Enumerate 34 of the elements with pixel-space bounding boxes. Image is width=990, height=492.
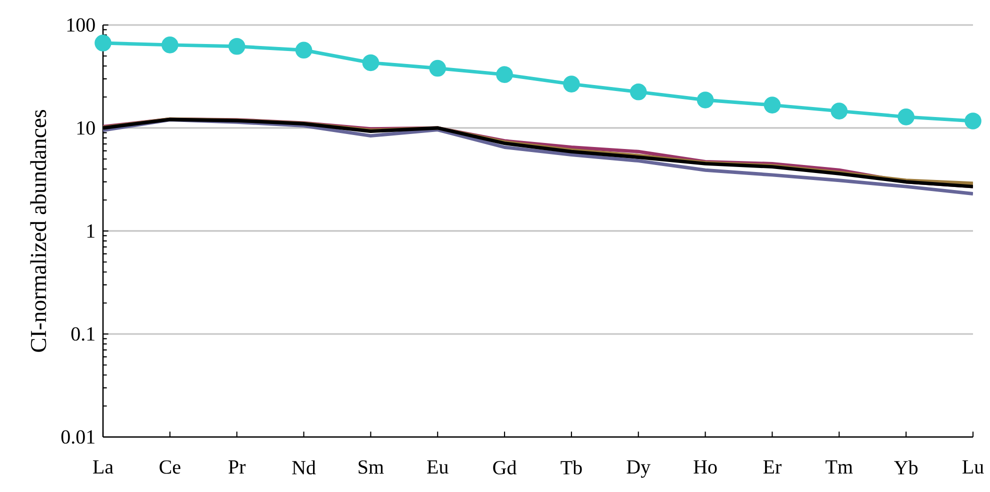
point [830, 102, 848, 120]
point [295, 42, 312, 59]
x-tick-label: Tb [560, 460, 582, 474]
y-axis-title: CI-normalized abundances [30, 110, 46, 352]
y-tick-label: 100 [67, 18, 95, 32]
y-tick-label: 10 [77, 121, 95, 135]
point [563, 76, 580, 92]
point [764, 96, 781, 114]
point [496, 66, 513, 83]
point [362, 54, 380, 72]
point [429, 60, 446, 77]
x-tick-label: Ho [694, 460, 717, 474]
x-tick-label: Eu [427, 460, 448, 474]
x-tick-label: Dy [626, 460, 651, 478]
x-tick-label: Er [763, 460, 782, 474]
point [94, 34, 112, 52]
x-tick-label: Gd [493, 460, 517, 474]
y-tick-label: 0.01 [61, 430, 94, 444]
point [162, 36, 178, 54]
x-tick-label: Tm [826, 460, 853, 474]
point [964, 112, 982, 130]
y-tick-label: 0.1 [71, 327, 94, 341]
x-tick-label: Nd [292, 460, 316, 474]
y-tick-label: 1 [87, 224, 94, 238]
x-tick-label: Pr [228, 460, 246, 474]
point [630, 84, 647, 100]
x-tick-label: Yb [894, 460, 918, 474]
x-tick-label: La [93, 460, 114, 474]
x-tick-label: Sm [358, 460, 384, 474]
point [898, 108, 914, 126]
x-tick-label: Lu [962, 460, 984, 474]
x-tick-label: Ce [160, 460, 180, 474]
point [696, 92, 714, 108]
point [228, 38, 246, 55]
